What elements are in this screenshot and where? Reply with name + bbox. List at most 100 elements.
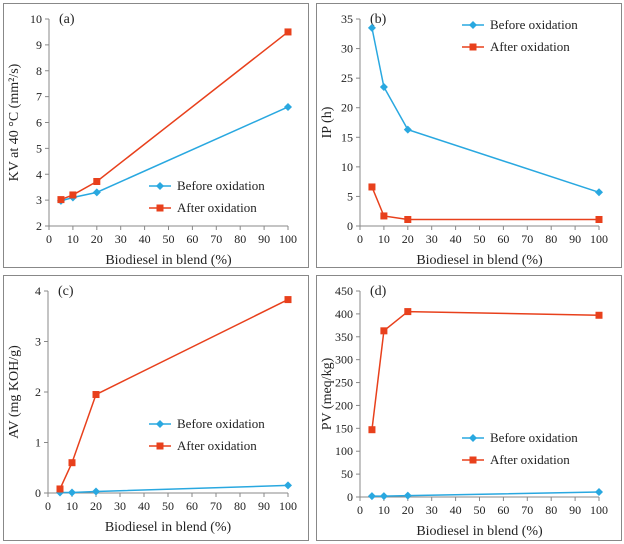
x-axis-title: Biodiesel in blend (%): [416, 524, 543, 539]
x-tick-label: 70: [210, 499, 222, 513]
y-tick-label: 7: [36, 90, 42, 104]
legend-marker: [469, 456, 477, 464]
y-tick-label: 400: [335, 307, 353, 321]
y-tick-label: 4: [35, 284, 41, 298]
y-tick-label: 100: [335, 444, 353, 458]
legend-marker: [156, 420, 164, 428]
x-tick-label: 10: [378, 232, 390, 246]
y-tick-label: 20: [341, 101, 353, 115]
legend-label: After oxidation: [490, 39, 570, 54]
x-tick-label: 10: [378, 503, 390, 517]
y-tick-label: 350: [335, 330, 353, 344]
series-line-after-oxidation: [371, 186, 599, 221]
x-tick-label: 90: [258, 232, 270, 246]
x-tick-label: 50: [163, 232, 175, 246]
data-point-after-oxidation: [56, 485, 64, 493]
data-point-after-oxidation: [380, 327, 388, 335]
x-tick-label: 90: [258, 499, 270, 513]
x-tick-label: 90: [569, 232, 581, 246]
x-axis-title: Biodiesel in blend (%): [416, 253, 543, 268]
x-tick-label: 20: [90, 499, 102, 513]
y-tick-label: 10: [341, 160, 353, 174]
chart-panel-d: 0 10 20 30 40 50 60 70 80 90 100 0 50 100 150 200 250 300…: [316, 275, 622, 541]
legend-marker: [469, 434, 477, 442]
y-tick-label: 5: [347, 189, 353, 203]
data-point-after-oxidation: [68, 459, 76, 467]
x-tick-label: 0: [357, 503, 363, 517]
legend-label: After oxidation: [177, 200, 257, 215]
legend-label: Before oxidation: [490, 430, 578, 445]
series-line-before-oxidation: [60, 106, 289, 202]
series-line-before-oxidation: [60, 484, 289, 494]
data-point-after-oxidation: [284, 28, 292, 36]
data-point-before-oxidation: [595, 487, 603, 496]
y-axis-title: IP (h): [320, 106, 335, 138]
panel-label: (b): [370, 12, 387, 27]
x-tick-label: 30: [426, 503, 438, 517]
data-point-after-oxidation: [368, 426, 376, 434]
series-line-before-oxidation: [371, 491, 600, 497]
chart-panel-b: 0 10 20 30 40 50 60 70 80 90 100 0 5 10 15 20 25 30 35 Biod…: [316, 3, 622, 268]
data-point-after-oxidation: [93, 177, 101, 185]
y-tick-label: 450: [335, 284, 353, 298]
x-tick-label: 30: [115, 232, 127, 246]
legend-marker: [469, 43, 477, 51]
chart-svg-d: 0 10 20 30 40 50 60 70 80 90 100 0 50 100 150 200 250 300…: [320, 284, 608, 539]
series-line-after-oxidation: [59, 298, 289, 490]
data-point-after-oxidation: [368, 183, 376, 191]
x-tick-label: 80: [234, 232, 246, 246]
x-tick-label: 40: [450, 503, 462, 517]
x-tick-label: 20: [402, 503, 414, 517]
data-point-before-oxidation: [284, 481, 292, 490]
x-tick-label: 50: [474, 503, 486, 517]
x-tick-label: 0: [46, 232, 52, 246]
x-tick-label: 20: [402, 232, 414, 246]
series-line-before-oxidation: [371, 27, 600, 194]
x-tick-label: 100: [590, 503, 608, 517]
x-tick-label: 20: [91, 232, 103, 246]
x-tick-label: 70: [521, 232, 533, 246]
panel-label: (d): [370, 284, 387, 299]
x-tick-label: 100: [590, 232, 608, 246]
legend-label: After oxidation: [490, 452, 570, 467]
data-point-after-oxidation: [595, 311, 603, 319]
y-tick-label: 200: [335, 398, 353, 412]
x-tick-label: 60: [497, 232, 509, 246]
chart-panel-a: 0 10 20 30 40 50 60 70 80 90 100 2 3 4 5 6 7 8 9 10 Biodiese…: [3, 3, 309, 268]
data-point-after-oxidation: [92, 391, 100, 399]
legend-marker: [156, 442, 164, 450]
y-tick-label: 15: [341, 130, 353, 144]
data-point-after-oxidation: [404, 215, 412, 223]
x-tick-label: 60: [186, 232, 198, 246]
x-tick-label: 60: [186, 499, 198, 513]
data-point-before-oxidation: [92, 188, 101, 197]
y-tick-label: 0: [35, 486, 41, 500]
data-point-after-oxidation: [57, 196, 65, 204]
legend-label: Before oxidation: [177, 178, 265, 193]
data-point-before-oxidation: [403, 125, 412, 134]
legend-marker: [156, 182, 164, 190]
data-point-after-oxidation: [284, 296, 292, 304]
x-tick-label: 100: [279, 499, 297, 513]
y-tick-label: 50: [341, 467, 353, 481]
y-tick-label: 3: [36, 193, 42, 207]
data-point-before-oxidation: [367, 23, 376, 32]
y-tick-label: 5: [36, 141, 42, 155]
x-tick-label: 40: [138, 499, 150, 513]
x-tick-label: 90: [569, 503, 581, 517]
y-tick-label: 2: [35, 385, 41, 399]
series-line-after-oxidation: [371, 310, 600, 430]
y-tick-label: 3: [35, 335, 41, 349]
data-point-before-oxidation: [379, 83, 388, 92]
x-tick-label: 40: [139, 232, 151, 246]
data-point-after-oxidation: [404, 308, 412, 316]
data-point-before-oxidation: [403, 491, 412, 500]
x-tick-label: 80: [545, 232, 557, 246]
panel-label: (a): [59, 12, 75, 27]
x-tick-label: 30: [426, 232, 438, 246]
x-tick-label: 60: [497, 503, 509, 517]
y-tick-label: 1: [35, 436, 41, 450]
legend-label: Before oxidation: [177, 416, 265, 431]
legend-marker: [469, 21, 477, 29]
x-tick-label: 100: [279, 232, 297, 246]
